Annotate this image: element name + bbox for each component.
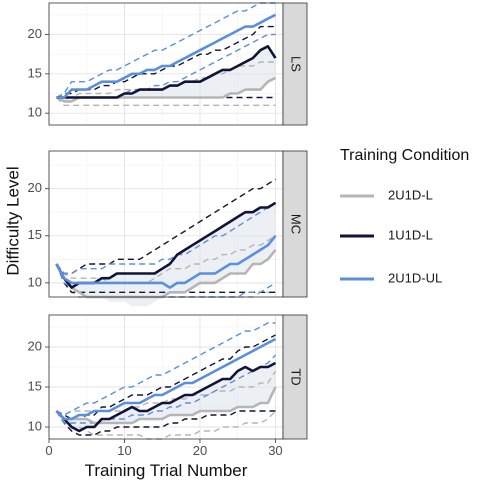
- series-2u1d-l-lower-line: [55, 410, 277, 440]
- series-1u1d-l-upper-line: [56, 334, 276, 420]
- y-tick-label: 20: [28, 26, 42, 41]
- y-tick-label: 15: [28, 227, 42, 242]
- series-1u1d-l-mean-line: [56, 45, 277, 99]
- y-tick-label: 20: [28, 180, 42, 195]
- facet-strip-label: LS: [289, 56, 304, 72]
- legend-label-2u1d-ul: 2U1D-UL: [388, 270, 442, 285]
- legend-title: Training Condition: [340, 147, 469, 164]
- facet-strip: [282, 150, 308, 298]
- series-2u1d-ul-upper-line: [56, 322, 276, 416]
- legend-label-1u1d-l: 1U1D-L: [388, 227, 433, 242]
- series-2u1d-ul-mean-line: [56, 13, 277, 99]
- x-tick-label: 30: [268, 443, 282, 458]
- y-axis-title: Difficulty Level: [3, 166, 22, 275]
- series-2u1d-l-upper-line: [56, 370, 277, 416]
- series-1u1d-l-mean-line: [55, 361, 277, 433]
- series-2u1d-l-upper-line: [55, 235, 276, 284]
- facet-strip-label: MC: [289, 214, 304, 234]
- series-2u1d-l-mean-line: [55, 386, 277, 425]
- legend-label-2u1d-l: 2U1D-L: [388, 187, 433, 202]
- series-2u1d-ul-mean-line: [55, 234, 277, 289]
- y-tick-label: 10: [28, 418, 42, 433]
- series-2u1d-l-lower-line: [55, 97, 276, 106]
- y-tick-label: 20: [28, 338, 42, 353]
- ribbon-area: [56, 46, 276, 102]
- panel-td: TD: [48, 314, 308, 440]
- facet-strip-label: TD: [289, 368, 304, 385]
- series-2u1d-ul-upper-line: [55, 202, 276, 275]
- facet-strip: [282, 2, 308, 126]
- y-tick-label: 15: [28, 65, 42, 80]
- x-tick-label: 10: [117, 443, 131, 458]
- series-2u1d-ul-lower-line: [56, 33, 276, 99]
- series-2u1d-ul-upper-line: [56, 2, 276, 99]
- x-axis-title: Training Trial Number: [85, 461, 248, 480]
- series-1u1d-l-lower-line: [55, 263, 276, 293]
- series-1u1d-l-upper-line: [55, 178, 276, 275]
- y-tick-label: 15: [28, 378, 42, 393]
- series-2u1d-ul-mean-line: [55, 337, 277, 421]
- y-tick-label: 10: [28, 274, 42, 289]
- y-tick-label: 10: [28, 105, 42, 120]
- series-1u1d-l-lower-line: [55, 410, 276, 436]
- panel-ls: LS: [48, 2, 308, 126]
- x-tick-label: 20: [193, 443, 207, 458]
- panel-mc: MC: [48, 150, 308, 307]
- facet-strip: [282, 314, 308, 440]
- x-tick-label: 0: [45, 443, 52, 458]
